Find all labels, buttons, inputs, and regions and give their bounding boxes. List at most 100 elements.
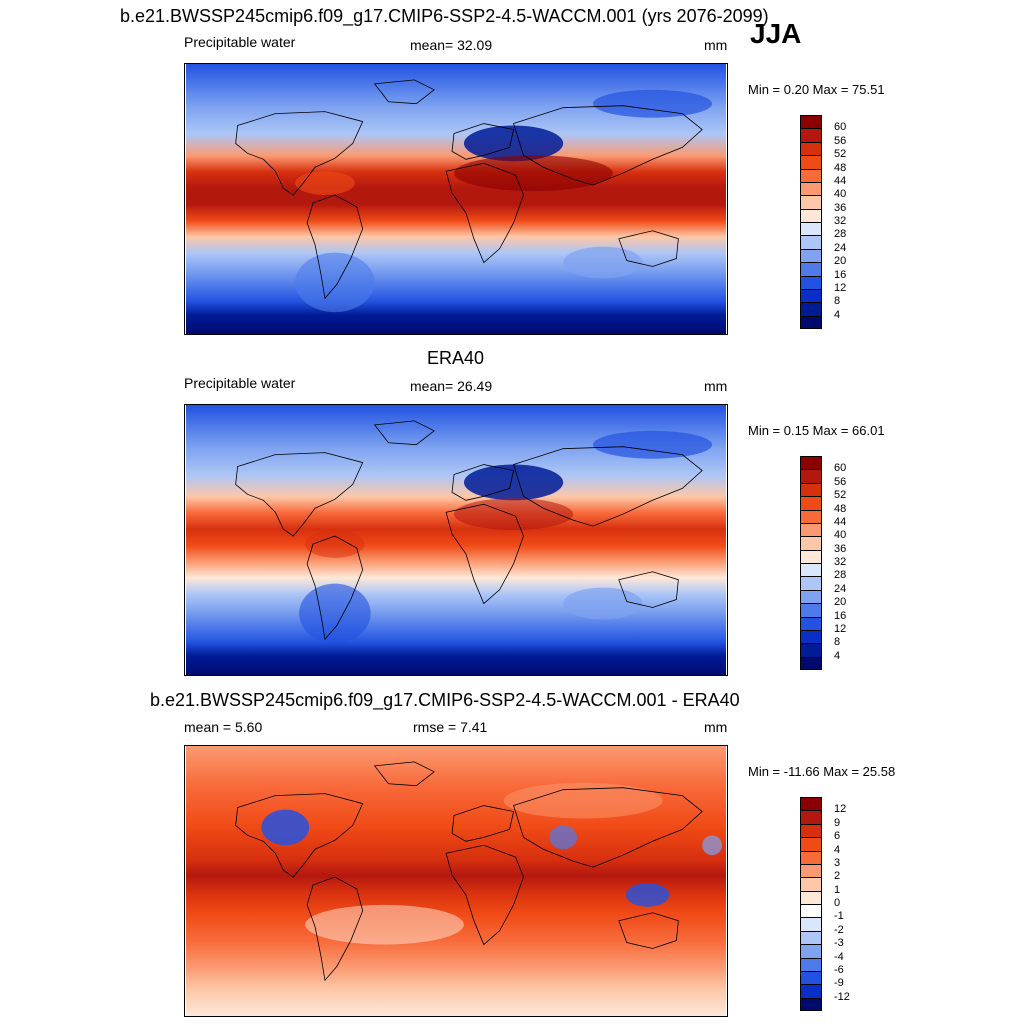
colorbar-tick-label: 0 bbox=[834, 897, 841, 909]
coastline bbox=[451, 123, 515, 160]
panel2-minmax: Min = 0.15 Max = 66.01 bbox=[748, 423, 885, 438]
panel3-units: mm bbox=[704, 719, 728, 735]
colorbar-swatch bbox=[800, 128, 822, 142]
colorbar-tick-label: 44 bbox=[834, 174, 847, 187]
coastline bbox=[618, 571, 679, 608]
colorbar-swatch bbox=[800, 115, 822, 129]
coastline bbox=[306, 194, 364, 300]
coastline bbox=[235, 111, 364, 196]
coastline bbox=[445, 844, 524, 946]
panel2-title: ERA40 bbox=[427, 348, 485, 368]
colorbar-swatch bbox=[800, 235, 822, 249]
colorbar-tick-label: 40 bbox=[834, 529, 847, 542]
colorbar-tick-label: 60 bbox=[834, 121, 847, 134]
coastline bbox=[235, 452, 364, 537]
colorbar-tick-label: -4 bbox=[834, 950, 844, 963]
colorbar-swatch bbox=[800, 155, 822, 169]
colorbar-swatch bbox=[800, 890, 822, 904]
colorbar-tick-label: -3 bbox=[834, 937, 844, 950]
colorbar-swatch bbox=[800, 997, 822, 1011]
coastline bbox=[445, 503, 524, 605]
colorbar-tick-label: 3 bbox=[834, 856, 841, 869]
colorbar-tick-label: 36 bbox=[834, 201, 847, 214]
coastline bbox=[513, 446, 703, 527]
colorbar-swatch bbox=[800, 984, 822, 998]
colorbar-swatch bbox=[800, 957, 822, 971]
coastline bbox=[451, 464, 515, 501]
panel2-variable: Precipitable water bbox=[184, 375, 296, 391]
colorbar-swatch bbox=[800, 643, 822, 657]
colorbar-swatch bbox=[800, 930, 822, 945]
coastline bbox=[373, 761, 435, 787]
colorbar-tick-label: 8 bbox=[834, 295, 841, 308]
field-anomaly bbox=[299, 583, 371, 644]
field-anomaly bbox=[454, 155, 613, 192]
colorbar-swatch bbox=[800, 917, 822, 931]
colorbar-swatch bbox=[800, 302, 822, 316]
colorbar-swatch bbox=[800, 797, 822, 811]
field-anomaly bbox=[295, 252, 375, 313]
colorbar-swatch bbox=[800, 208, 822, 222]
colorbar-swatch bbox=[800, 536, 822, 550]
colorbar-swatch bbox=[800, 656, 822, 670]
colorbar-swatch bbox=[800, 863, 822, 878]
colorbar-swatch bbox=[800, 482, 822, 497]
colorbar-tick-label: 6 bbox=[834, 830, 841, 843]
field-anomaly bbox=[261, 809, 310, 846]
colorbar-swatch bbox=[800, 589, 822, 604]
colorbar-tick-label: 24 bbox=[834, 582, 847, 595]
field-anomaly bbox=[625, 882, 670, 907]
colorbar-swatch bbox=[800, 616, 822, 630]
colorbar-tick-label: 4 bbox=[834, 308, 841, 321]
colorbar-tick-label: 1 bbox=[834, 883, 841, 896]
panel1-units: mm bbox=[704, 37, 728, 53]
colorbar-tick-label: 36 bbox=[834, 542, 847, 555]
panel1-mean: mean= 32.09 bbox=[410, 37, 493, 53]
panel1-variable: Precipitable water bbox=[184, 34, 296, 50]
colorbar-tick-label: 2 bbox=[834, 870, 841, 883]
panel1-title: b.e21.BWSSP245cmip6.f09_g17.CMIP6-SSP2-4… bbox=[120, 6, 769, 26]
colorbar-swatch bbox=[800, 141, 822, 156]
field-anomaly bbox=[702, 835, 723, 856]
colorbar-tick-label: 9 bbox=[834, 816, 841, 829]
colorbar-swatch bbox=[800, 195, 822, 209]
field-anomaly bbox=[463, 464, 564, 501]
colorbar-swatch bbox=[800, 823, 822, 838]
colorbar-swatch bbox=[800, 496, 822, 510]
colorbar-tick-label: 12 bbox=[834, 803, 847, 816]
colorbar-tick-label: 32 bbox=[834, 215, 847, 227]
panel2-mean: mean= 26.49 bbox=[410, 378, 493, 394]
colorbar-swatch bbox=[800, 248, 822, 263]
colorbar-tick-label: 4 bbox=[834, 649, 841, 662]
field-anomaly bbox=[549, 825, 578, 850]
colorbar-tick-label: -12 bbox=[834, 990, 850, 1003]
coastline bbox=[373, 420, 435, 446]
colorbar-swatch bbox=[800, 944, 822, 958]
coastline bbox=[306, 535, 364, 641]
colorbar-swatch bbox=[800, 222, 822, 236]
colorbar-swatch bbox=[800, 970, 822, 985]
colorbar-tick-label: 28 bbox=[834, 569, 847, 582]
field-anomaly bbox=[295, 171, 355, 196]
panel3-minmax: Min = -11.66 Max = 25.58 bbox=[748, 764, 896, 779]
panel2-units: mm bbox=[704, 378, 728, 394]
colorbar-tick-label: -9 bbox=[834, 977, 844, 990]
colorbar-tick-label: 12 bbox=[834, 281, 847, 294]
colorbar-tick-label: 52 bbox=[834, 489, 847, 502]
coastline bbox=[513, 105, 703, 186]
field-anomaly bbox=[563, 246, 643, 279]
coastline bbox=[618, 230, 679, 267]
panel2-map bbox=[184, 404, 728, 676]
colorbar-swatch bbox=[800, 456, 822, 470]
season-label: JJA bbox=[750, 18, 802, 49]
panel2-colorbar: 60 56 52 48 44 40 36 32 28 24 20 16 12 8 4 bbox=[800, 456, 890, 670]
colorbar-swatch bbox=[800, 837, 822, 851]
colorbar-tick-label: 4 bbox=[834, 843, 841, 856]
colorbar-tick-label: 48 bbox=[834, 502, 847, 515]
colorbar-swatch bbox=[800, 850, 822, 864]
colorbar-tick-label: 56 bbox=[834, 475, 847, 488]
colorbar-swatch bbox=[800, 262, 822, 276]
colorbar-swatch bbox=[800, 810, 822, 824]
panel3-mean: mean = 5.60 bbox=[184, 719, 263, 735]
panel1-minmax: Min = 0.20 Max = 75.51 bbox=[748, 82, 885, 97]
